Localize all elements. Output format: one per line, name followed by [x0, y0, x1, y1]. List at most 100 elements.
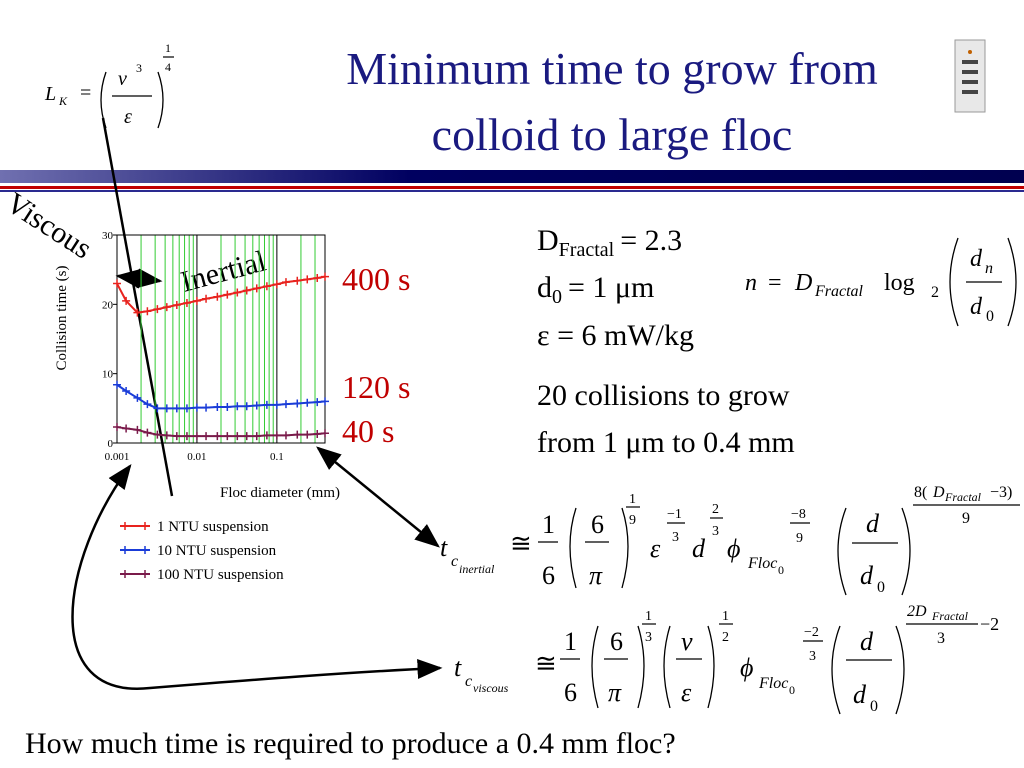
question: How much time is required to produce a 0…: [25, 727, 676, 760]
eq-symbol: t: [454, 653, 462, 682]
data-point: [182, 298, 191, 307]
data-point: [281, 431, 290, 440]
eq-exponent: 4: [165, 60, 171, 74]
eq-paren: [949, 237, 1017, 327]
title-line: Minimum time to grow from: [346, 43, 878, 94]
data-point: [262, 400, 271, 409]
eq-subscript: 0: [778, 563, 784, 577]
data-point: [182, 432, 191, 441]
eq-symbol: d: [853, 680, 867, 709]
data-point: [242, 286, 251, 295]
eq-exponent: 3: [809, 649, 816, 664]
eq-exponent: 8(: [914, 484, 927, 501]
logo-icon: [954, 39, 986, 113]
data-point: [313, 273, 322, 282]
eq-operator: =: [80, 82, 91, 104]
eq-subscript: 0: [986, 308, 994, 325]
data-point: [223, 432, 232, 441]
data-point: [133, 393, 142, 402]
eq-symbol: ν: [118, 68, 127, 90]
eq-exponent: 3: [136, 61, 142, 75]
eq-paren: [591, 625, 645, 709]
header-rule: [0, 186, 1024, 189]
data-point: [262, 282, 271, 291]
note: from 1 μm to 0.4 mm: [537, 426, 795, 459]
eq-number: 6: [610, 627, 623, 656]
eq-exponent: 2D: [907, 603, 927, 620]
arrow: [115, 268, 163, 289]
eq-subscript: Fractal: [814, 283, 864, 300]
eq-symbol: π: [589, 561, 603, 590]
n-equation: n = D Fractal log 2 d n d 0: [745, 237, 1017, 327]
eq-symbol: d: [970, 246, 983, 272]
y-tick-label: 10: [102, 369, 114, 381]
connector: [101, 117, 174, 497]
data-point: [293, 399, 302, 408]
eq-exponent: 3: [712, 524, 719, 539]
eq-subscript: Floc: [758, 675, 788, 692]
eq-paren: [837, 507, 911, 596]
data-point: [252, 284, 261, 293]
eq-number: 6: [591, 510, 604, 539]
data-point: [143, 400, 152, 409]
inertial-label: Inertial: [177, 244, 269, 298]
eq-function: log: [884, 270, 915, 296]
title-line: colloid to large floc: [432, 109, 793, 160]
legend-marker: [124, 570, 146, 578]
data-point: [272, 280, 281, 289]
eq-symbol: d: [866, 509, 880, 538]
data-point: [122, 296, 131, 305]
eq-exponent: 3: [672, 530, 679, 545]
eq-symbol: π: [608, 678, 622, 707]
data-point: [281, 400, 290, 409]
data-point: [162, 404, 171, 413]
data-point: [252, 401, 261, 410]
eq-subscript: K: [58, 94, 68, 108]
note: 20 collisions to grow: [537, 379, 790, 412]
data-point: [252, 432, 261, 441]
data-point: [223, 402, 232, 411]
y-tick-label: 30: [102, 230, 114, 242]
data-point: [303, 430, 312, 439]
eq-subscript: 0: [877, 579, 885, 596]
data-point: [162, 431, 171, 440]
legend-marker: [124, 546, 146, 554]
eq-symbol: D: [794, 270, 812, 296]
header-band: [0, 170, 1024, 183]
param-value: = 2.3: [620, 224, 682, 257]
time-label: 120 s: [342, 369, 410, 405]
data-point: [313, 429, 322, 438]
header-rule: [0, 190, 1024, 192]
x-axis-label: Floc diameter (mm): [220, 485, 340, 501]
data-point: [272, 431, 281, 440]
data-point: [113, 279, 121, 288]
eq-subscript: 2: [931, 284, 939, 301]
eq-paren: [663, 625, 715, 709]
data-point: [272, 400, 281, 409]
data-point: [153, 404, 162, 413]
plot-frame: [116, 234, 326, 444]
data-point: [202, 294, 211, 303]
eq-exponent: −1: [667, 507, 682, 522]
eq-exponent: 9: [962, 510, 970, 527]
series-line: [116, 275, 326, 314]
data-point: [153, 305, 162, 314]
eq-subscript: 0: [789, 683, 795, 697]
eq-paren: [100, 71, 164, 129]
data-point: [233, 288, 242, 297]
eq-number: 6: [542, 561, 555, 590]
eq-symbol: ε: [650, 534, 661, 563]
series-line: [116, 383, 326, 410]
eq-paren: [831, 625, 905, 715]
y-tick-label: 20: [102, 299, 114, 311]
legend-label: 100 NTU suspension: [157, 567, 284, 583]
data-point: [113, 423, 121, 432]
data-point: [303, 275, 312, 284]
data-point: [213, 432, 222, 441]
data-point: [192, 296, 201, 305]
data-point: [143, 428, 152, 437]
eq-symbol: ϕ: [740, 653, 753, 682]
data-point: [133, 425, 142, 434]
eq-subscript: inertial: [459, 562, 495, 576]
data-point: [321, 272, 329, 281]
